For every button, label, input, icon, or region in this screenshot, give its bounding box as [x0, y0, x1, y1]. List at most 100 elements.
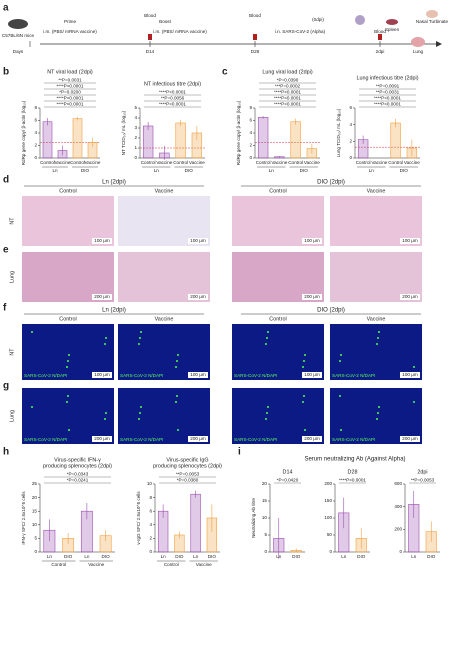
annotation: *P=0.0200 — [59, 90, 81, 95]
column-header: Control — [269, 316, 286, 322]
annotation: ****P<0.0001 — [374, 96, 401, 101]
annotation: ****P<0.0001 — [339, 478, 366, 483]
y-tick-label: 4 — [34, 130, 37, 135]
y-tick-label: 2 — [149, 536, 152, 541]
signal-spot — [177, 354, 179, 356]
scale-box — [188, 238, 208, 244]
signal-spot — [339, 395, 341, 397]
annotation: *P=0.0390 — [277, 78, 299, 83]
timeline-text: i.n. SARS-CoV-2 (Alpha) — [275, 29, 326, 34]
signal-spot — [66, 366, 68, 368]
signal-spot — [175, 366, 177, 368]
x-tick-label: Vaccine — [189, 160, 205, 165]
y-tick-label: 8 — [249, 105, 252, 110]
annotation: ****P<0.0001 — [274, 102, 301, 107]
y-tick-label: 8 — [149, 495, 152, 500]
chart-title: Lung viral load (2dpi) — [262, 69, 313, 75]
y-tick-label: 400 — [394, 504, 402, 509]
chart-title: producing splenocytes (2dpi) — [153, 463, 222, 469]
column-header: Control — [59, 316, 76, 322]
group-label: Ln — [269, 168, 275, 173]
y-tick-label: 50 — [327, 532, 333, 537]
fluorescence-image — [22, 324, 114, 380]
y-tick-label: 20 — [32, 495, 38, 500]
scale-label: 100 μm — [94, 238, 110, 243]
y-tick-label: 0 — [34, 549, 37, 554]
signal-spot — [304, 354, 306, 356]
row-label: Lung — [9, 410, 15, 422]
x-tick-label: Vaccine — [271, 160, 287, 165]
y-tick-label: 0 — [349, 155, 352, 160]
signal-spot — [140, 406, 142, 408]
x-tick-label: Control — [173, 160, 188, 165]
signal-spot — [376, 418, 378, 420]
signal-spot — [267, 406, 269, 408]
scale-box — [400, 294, 420, 300]
y-tick-label: 0 — [329, 549, 332, 554]
panel-label: i — [238, 447, 241, 458]
group-label: Control — [164, 562, 179, 567]
x-tick-label: Vaccine — [156, 160, 172, 165]
panel-label: c — [222, 67, 228, 78]
stain-label: SARS-CoV-2 N/DAPI — [234, 373, 277, 378]
signal-spot — [302, 366, 304, 368]
signal-spot — [304, 429, 306, 431]
chart-title: NT infectious titre (2dpi) — [144, 81, 201, 87]
group-title: Ln (2dpi) — [102, 180, 126, 186]
y-tick-label: 200 — [394, 527, 402, 532]
annotation: ****P<0.0001 — [274, 90, 301, 95]
bar — [142, 125, 154, 159]
scale-box — [92, 436, 112, 442]
y-tick-label: 6 — [149, 508, 152, 513]
signal-spot — [267, 331, 269, 333]
stain-label: SARS-CoV-2 N/DAPI — [234, 437, 277, 442]
annotation: ****P<0.0001 — [159, 102, 186, 107]
panel-label: g — [3, 381, 9, 392]
signal-spot — [340, 354, 342, 356]
panel-label: b — [3, 67, 9, 78]
x-tick-label: Vaccine — [84, 160, 100, 165]
annotation: **P=0.0091 — [376, 84, 400, 89]
group-label: Control — [51, 562, 66, 567]
timeline-text: Blood — [144, 13, 156, 18]
scale-box — [188, 436, 208, 442]
signal-spot — [31, 331, 33, 333]
y-axis-label: v-IgG SFC/ 2.5x10^5 cells — [136, 491, 141, 545]
fluorescence-image — [232, 324, 324, 380]
timeline-text: D28 — [251, 49, 260, 54]
signal-spot — [68, 354, 70, 356]
signal-spot — [175, 401, 177, 403]
y-tick-label: 0 — [34, 155, 37, 160]
fluorescence-image — [330, 388, 422, 444]
y-tick-label: 6 — [249, 118, 252, 123]
scale-box — [302, 294, 322, 300]
x-tick-label: DIO — [175, 554, 184, 559]
annotation: ***P=0.0002 — [275, 84, 301, 89]
annotation: **P=0.0031 — [58, 78, 82, 83]
column-header: Control — [269, 188, 286, 194]
y-tick-label: 4 — [134, 115, 137, 120]
scale-label: 200 μm — [304, 436, 320, 441]
histology-image — [232, 196, 324, 246]
timeline-text: Blood — [374, 29, 386, 34]
signal-spot — [104, 343, 106, 345]
x-tick-label: DIO — [64, 554, 73, 559]
histology-image — [330, 196, 422, 246]
chart-title: D14 — [283, 469, 293, 475]
timeline-text: Days — [13, 49, 24, 54]
scale-box — [400, 436, 420, 442]
annotation: *P=0.0343 — [67, 472, 89, 477]
signal-spot — [266, 337, 268, 339]
histology-image — [330, 252, 422, 302]
y-tick-label: 150 — [324, 498, 332, 503]
stain-label: SARS-CoV-2 N/DAPI — [332, 373, 375, 378]
annotation: ****P<0.0001 — [274, 96, 301, 101]
annotation: **P=0.0053 — [176, 472, 200, 477]
group-label: Vaccine — [196, 562, 212, 567]
timeline-text: (0dpi) — [312, 17, 324, 22]
chart-title: 2dpi — [417, 469, 427, 475]
scale-label: 100 μm — [190, 372, 206, 377]
annotation: **P=0.0056 — [161, 96, 185, 101]
y-axis-label: RdRp gene copy/ β-actin (log₁₀) — [236, 100, 241, 165]
y-tick-label: 4 — [349, 122, 352, 127]
